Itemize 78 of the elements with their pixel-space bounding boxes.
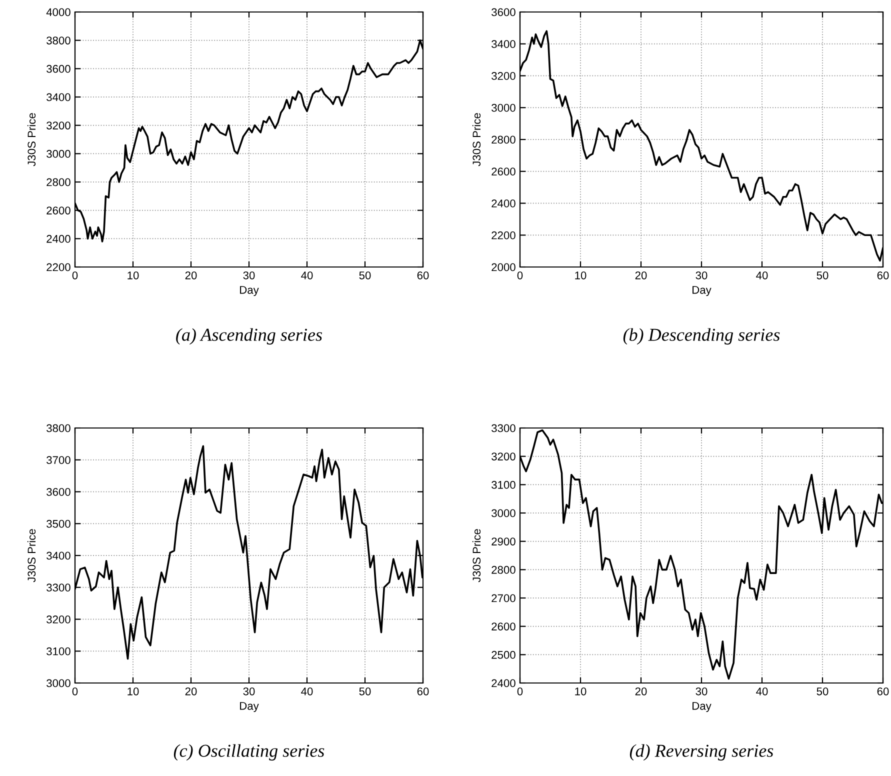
x-tick-label: 60: [417, 271, 429, 280]
y-tick-label: 2200: [492, 231, 516, 240]
y-tick-label: 3400: [46, 93, 70, 102]
y-tick-label: 3300: [46, 584, 70, 592]
text: (a) Ascending series: [176, 328, 322, 345]
y-axis-title: J30S Price: [472, 529, 481, 582]
y-tick-label: 2900: [492, 538, 516, 546]
y-tick-label: 3600: [46, 488, 70, 496]
x-tick-label: 20: [635, 687, 647, 696]
y-tick-label: 2700: [492, 594, 516, 602]
y-tick-label: 3500: [46, 520, 70, 528]
y-tick-label: 2200: [46, 263, 70, 272]
text: (c) Oscillating series: [174, 744, 324, 761]
x-tick-label: 50: [359, 687, 371, 696]
x-axis-title: Day: [692, 286, 712, 296]
x-tick-label: 40: [301, 271, 313, 280]
y-tick-label: 3000: [492, 104, 516, 112]
y-tick-label: 3000: [46, 150, 70, 158]
x-tick-label: 40: [756, 687, 768, 696]
y-tick-label: 2600: [492, 168, 516, 176]
x-tick-label: 10: [575, 271, 586, 280]
x-tick-label: 0: [72, 687, 78, 696]
x-tick-label: 20: [635, 271, 647, 280]
y-tick-label: 3200: [492, 452, 516, 460]
y-tick-label: 3000: [46, 679, 70, 688]
y-tick-label: 3000: [492, 509, 516, 518]
y-axis-title: J30S Price: [27, 113, 36, 166]
text: (d) Reversing series: [630, 744, 774, 761]
x-tick-label: 30: [243, 687, 255, 696]
x-tick-label: 0: [72, 271, 78, 280]
y-tick-label: 3200: [492, 72, 516, 80]
x-tick-label: 10: [128, 687, 139, 696]
y-tick-label: 3200: [46, 616, 70, 624]
x-tick-label: 0: [517, 271, 523, 280]
y-tick-label: 2500: [492, 650, 516, 659]
x-tick-label: 30: [696, 271, 708, 280]
x-tick-label: 40: [301, 687, 313, 696]
x-tick-label: 0: [517, 687, 523, 696]
y-tick-label: 2800: [46, 178, 70, 186]
x-tick-label: 50: [816, 271, 828, 280]
y-tick-label: 3300: [492, 424, 516, 432]
x-tick-label: 50: [816, 687, 828, 696]
y-tick-label: 3600: [46, 64, 70, 73]
y-tick-label: 4000: [46, 8, 70, 16]
y-tick-label: 3200: [46, 122, 70, 130]
y-axis-title: J30S Price: [27, 529, 36, 582]
y-axis-title: J30S Price: [472, 113, 481, 166]
x-tick-label: 50: [359, 271, 371, 280]
x-axis-title: Day: [240, 286, 259, 296]
y-tick-label: 3400: [46, 552, 70, 560]
y-tick-label: 2800: [492, 136, 516, 144]
y-tick-label: 2400: [46, 234, 70, 243]
x-tick-label: 30: [243, 271, 255, 280]
x-axis-title: Day: [240, 702, 259, 712]
x-tick-label: 40: [756, 271, 768, 280]
x-tick-label: 60: [417, 687, 429, 696]
x-tick-label: 60: [877, 271, 889, 280]
y-tick-label: 3400: [492, 40, 516, 48]
x-tick-label: 30: [696, 687, 708, 696]
y-tick-label: 2400: [492, 679, 516, 688]
x-tick-label: 60: [877, 687, 889, 696]
x-tick-label: 20: [185, 271, 197, 280]
y-tick-label: 3100: [492, 480, 516, 489]
y-tick-label: 2600: [492, 622, 516, 630]
text: (b) Descending series: [623, 328, 780, 345]
y-tick-label: 2000: [492, 263, 516, 272]
y-tick-label: 3100: [46, 647, 70, 656]
y-tick-label: 2800: [492, 566, 516, 574]
y-tick-label: 3800: [46, 424, 70, 432]
x-axis-title: Day: [692, 702, 712, 712]
y-tick-label: 2400: [492, 200, 516, 208]
y-tick-label: 3600: [492, 8, 516, 16]
y-tick-label: 2600: [46, 206, 70, 214]
x-tick-label: 10: [575, 687, 586, 696]
x-tick-label: 10: [128, 271, 139, 280]
y-tick-label: 3800: [46, 36, 70, 44]
y-tick-label: 3700: [46, 456, 70, 464]
x-tick-label: 20: [185, 687, 197, 696]
